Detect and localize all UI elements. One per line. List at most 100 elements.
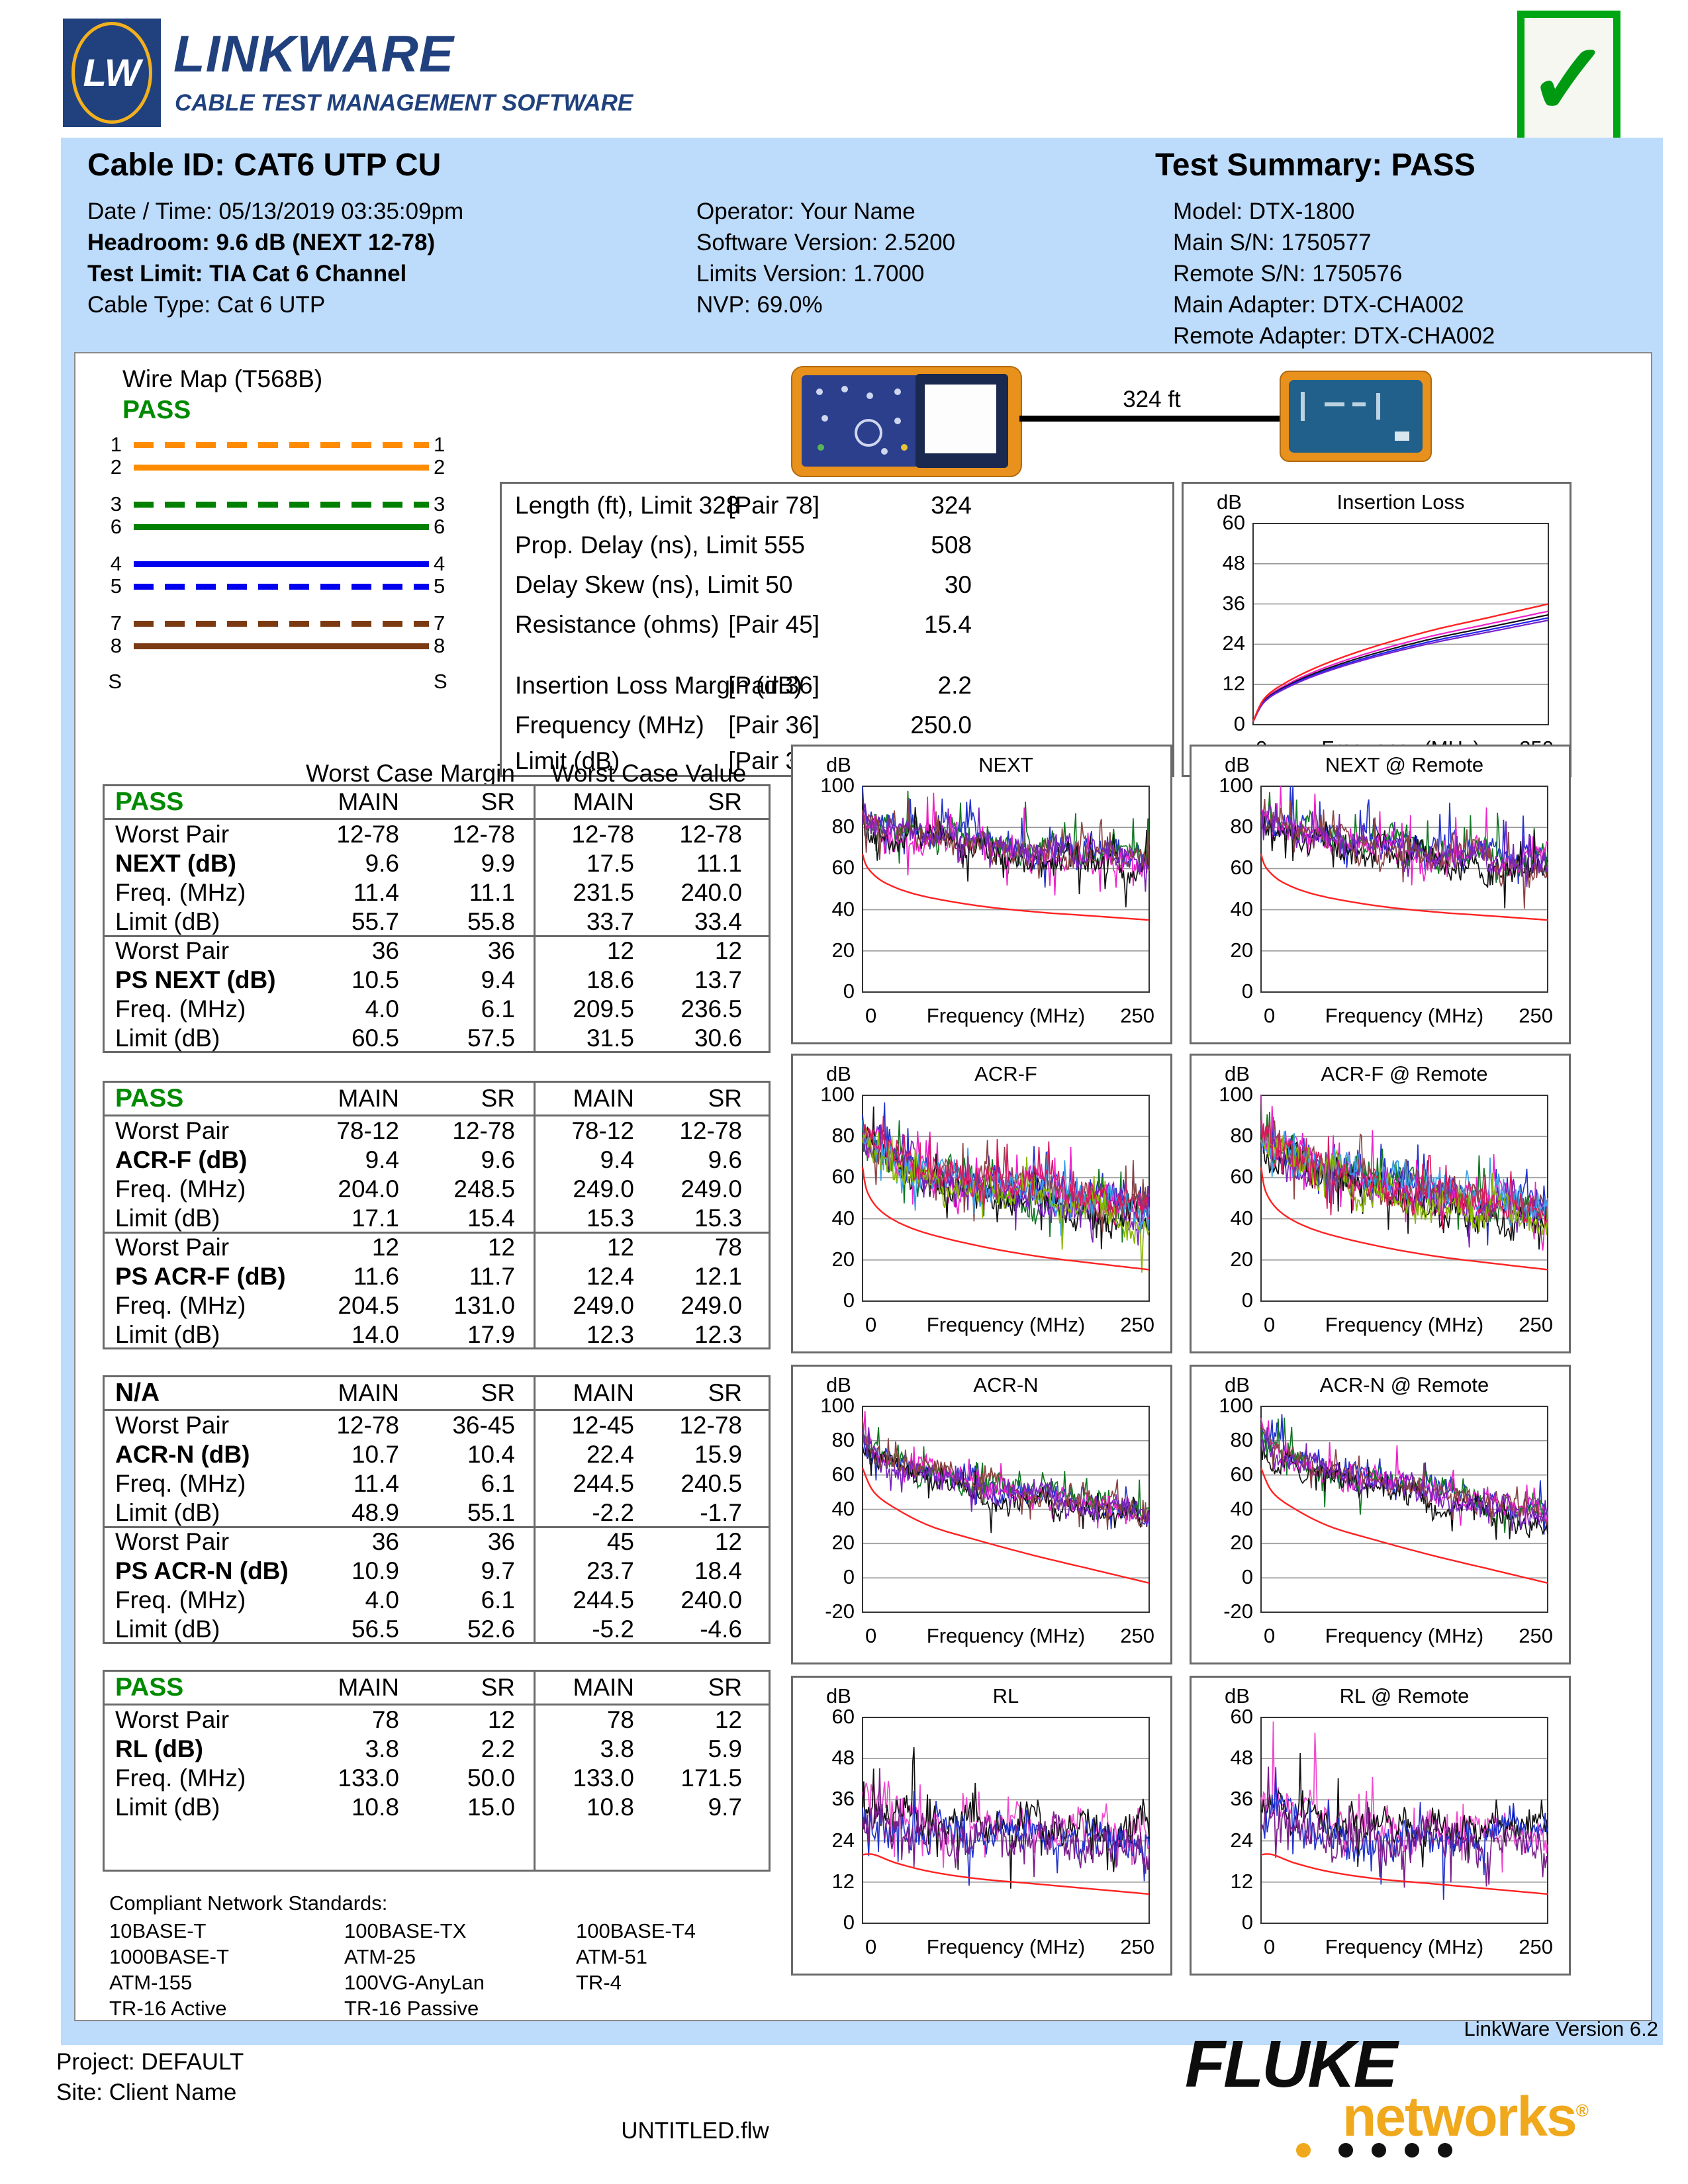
status-badge: PASS: [115, 1673, 184, 1702]
wire-pin-number-right: 7: [434, 612, 445, 635]
result-row: Freq. (MHz) 4.0 6.1 209.5 236.5: [105, 995, 769, 1024]
result-row: Freq. (MHz) 204.0 248.5 249.0 249.0: [105, 1175, 769, 1204]
info-line: Model: DTX-1800: [1173, 199, 1355, 224]
result-value: 60.5: [351, 1024, 399, 1052]
plot-border: [862, 786, 1150, 993]
result-value: 12: [714, 1528, 742, 1555]
y-tick-label: 100: [820, 1394, 855, 1417]
info-line: Test Limit: TIA Cat 6 Channel: [87, 261, 407, 287]
limit-line: [1260, 1467, 1548, 1584]
y-tick-label: 36: [1222, 591, 1245, 615]
chart-xlabel: Frequency (MHz): [1325, 1624, 1484, 1647]
result-value: 50.0: [467, 1764, 515, 1792]
y-tick-label: 80: [1230, 815, 1253, 839]
y-tick-label: 12: [1230, 1869, 1253, 1893]
result-value: 12: [714, 1706, 742, 1733]
wire-line: [134, 621, 429, 627]
rl-remote-plot: [1260, 1717, 1548, 1924]
result-value: 9.6: [481, 1146, 515, 1173]
result-table: PASS MAIN SR MAIN SR Worst Pair 78-12 12-78 78-1…: [103, 1081, 771, 1349]
column-header: MAIN: [338, 1674, 400, 1701]
result-value: 12-78: [571, 821, 634, 848]
result-value: 10.9: [351, 1557, 399, 1584]
result-row: ACR-F (dB) 9.4 9.6 9.4 9.6: [105, 1146, 769, 1175]
result-value: 15.4: [467, 1205, 515, 1232]
wire-line: [134, 502, 429, 508]
info-line: Remote Adapter: DTX-CHA002: [1173, 323, 1495, 349]
standards-column: 100BASE-TX ATM-25 100VG-AnyLan TR-16 Passiv…: [344, 1918, 485, 2021]
result-row-label: Limit (dB): [115, 1615, 220, 1643]
remote-tester-image: [1280, 371, 1432, 462]
chart-title: ACR-N: [973, 1373, 1039, 1396]
y-tick-label: 60: [1230, 856, 1253, 880]
y-tick-label: 12: [831, 1869, 855, 1893]
info-line: Cable Type: Cat 6 UTP: [87, 292, 326, 318]
y-tick-label: 100: [820, 1083, 855, 1106]
fluke-dot-orange: [1296, 2143, 1311, 2158]
fluke-dot: [1438, 2143, 1452, 2158]
result-row: Worst Pair 78 12 78 12: [105, 1706, 769, 1735]
fluke-dot: [1372, 2143, 1386, 2158]
result-value: 78: [606, 1706, 634, 1733]
result-row: Worst Pair 36 36 45 12: [105, 1527, 769, 1557]
result-value: 15.3: [586, 1205, 634, 1232]
result-value: 18.4: [694, 1557, 742, 1584]
result-value: 236.5: [680, 995, 742, 1023]
trace-line: [1260, 799, 1548, 909]
y-tick-label: 0: [1233, 712, 1245, 735]
project-label: Project: DEFAULT: [56, 2049, 244, 2075]
result-row: ACR-N (dB) 10.7 10.4 22.4 15.9: [105, 1440, 769, 1469]
rl-chart: dB RL 0 12 24 36 48 60 0 Frequency (MHz) 250: [791, 1676, 1172, 1976]
wire-line: [134, 643, 429, 649]
result-row-label: Limit (dB): [115, 908, 220, 935]
column-header: SR: [708, 1085, 742, 1112]
result-value: 55.7: [351, 908, 399, 935]
y-tick-label: 24: [1222, 631, 1245, 655]
cable-line: [1019, 416, 1281, 422]
test-summary-title: Test Summary: PASS: [1155, 148, 1476, 183]
plot-border: [1260, 1717, 1548, 1924]
wire-pin-number-left: 8: [110, 634, 122, 657]
wire-pin-number-right: 2: [434, 455, 445, 478]
result-row: NEXT (dB) 9.6 9.9 17.5 11.1: [105, 849, 769, 878]
measurement-value: 15.4: [923, 611, 972, 638]
result-value: 17.1: [351, 1205, 399, 1232]
x-tick-label: 250: [1519, 1624, 1553, 1647]
chart-title: Insertion Loss: [1336, 490, 1465, 514]
y-tick-label: 0: [1241, 1911, 1253, 1934]
main-tester-image: [791, 366, 1022, 477]
result-row: PS ACR-F (dB) 11.6 11.7 12.4 12.1: [105, 1262, 769, 1291]
measurement-pair: [Pair 45]: [728, 611, 820, 638]
result-value: 9.7: [708, 1794, 742, 1821]
y-tick-label: 48: [1222, 551, 1245, 574]
result-value: 244.5: [573, 1586, 634, 1614]
x-tick-label: 0: [865, 1624, 877, 1647]
result-value: 36: [487, 1528, 515, 1555]
fluke-networks-logo: networks®: [1342, 2085, 1589, 2148]
info-line: Software Version: 2.5200: [696, 230, 956, 255]
measurement-row: Delay Skew (ns), Limit 50 30: [502, 571, 1172, 602]
result-value: 3.8: [600, 1735, 634, 1762]
result-value: 131.0: [453, 1292, 515, 1319]
result-row: Freq. (MHz) 11.4 11.1 231.5 240.0: [105, 878, 769, 907]
result-value: -1.7: [700, 1499, 742, 1526]
result-value: 22.4: [586, 1441, 634, 1468]
result-row-label: Freq. (MHz): [115, 1586, 246, 1614]
next-plot: [861, 786, 1150, 993]
measurement-value: 324: [931, 492, 972, 519]
measurement-label: Delay Skew (ns), Limit 50: [515, 571, 793, 598]
result-value: 12: [487, 1706, 515, 1733]
trace-line: [1260, 802, 1548, 887]
result-table-header-row: N/A MAIN SR MAIN SR: [105, 1377, 769, 1411]
info-line: Remote S/N: 1750576: [1173, 261, 1403, 287]
worst-case-value-header: Worst Case Value: [551, 760, 747, 787]
result-row: Freq. (MHz) 11.4 6.1 244.5 240.5: [105, 1469, 769, 1498]
column-header: SR: [481, 1085, 515, 1112]
result-value: 78-12: [336, 1117, 399, 1144]
fluke-dot: [1405, 2143, 1419, 2158]
column-header: MAIN: [573, 788, 635, 815]
result-value: 249.0: [573, 1292, 634, 1319]
result-row-label: PS ACR-F (dB): [115, 1263, 286, 1290]
result-value: 133.0: [573, 1764, 634, 1792]
result-row-label: RL (dB): [115, 1735, 203, 1762]
